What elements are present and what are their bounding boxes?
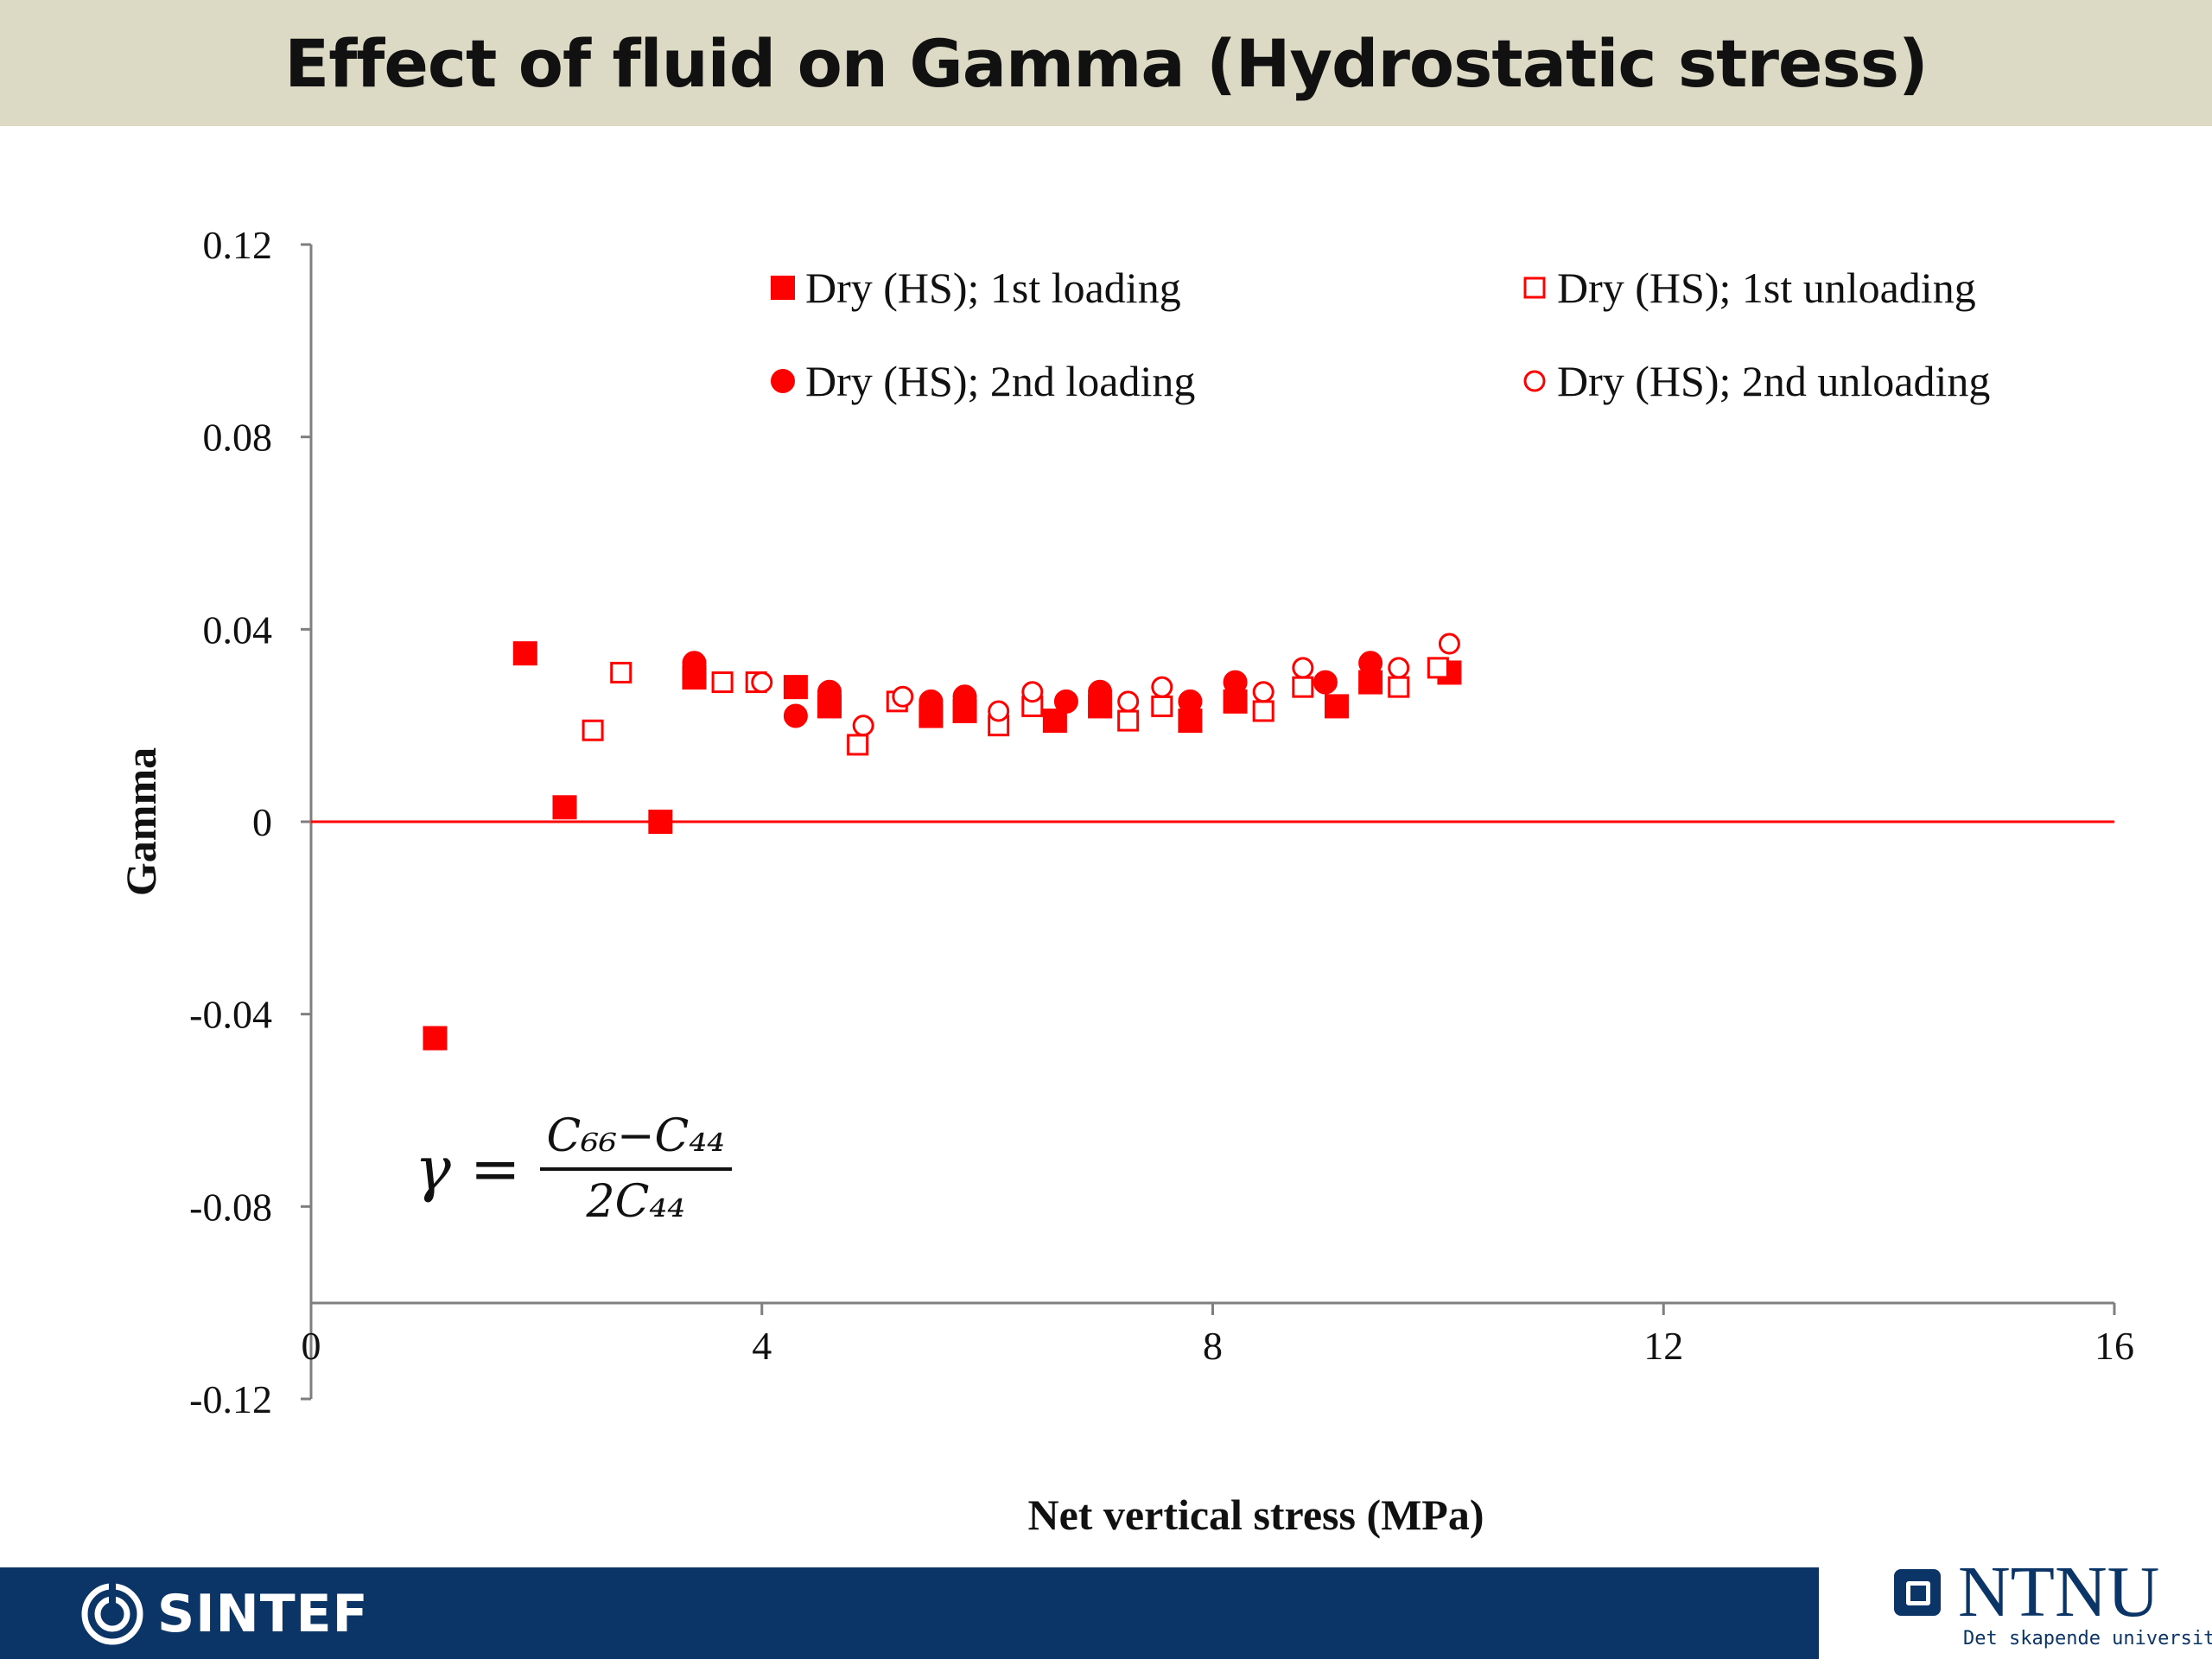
scatter-chart: 0.12 0.08 0.04 0 -0.04 -0.08 -0.12 0 4 8 12 16 Net v… [117,223,2134,1539]
data-point-series-4 [1117,690,1140,713]
legend-marker-4 [1523,370,1546,392]
sintef-logo: SINTEF [79,1581,369,1647]
x-tick-label: 0 [302,1324,321,1368]
legend-marker-3 [771,369,795,393]
data-point-series-2 [1117,709,1140,732]
data-point-series-2 [582,719,604,741]
data-point-series-4 [988,700,1010,722]
data-point-series-2 [711,671,734,694]
data-point-series-2 [1292,676,1314,698]
x-tick-label: 8 [1203,1324,1223,1368]
data-point-series-4 [1388,657,1410,679]
y-tick-label: 0.12 [203,223,273,267]
y-tick-label: 0.08 [203,416,273,460]
data-point-series-1 [552,795,577,820]
data-point-series-1 [648,810,673,834]
data-point-series-3 [918,689,944,714]
data-point-series-2 [1388,676,1410,698]
data-point-series-3 [783,703,808,728]
data-point-series-3 [1088,679,1113,704]
formula-numerator: C₆₆−C₄₄ [539,1110,733,1171]
data-point-series-4 [1252,681,1274,703]
data-point-series-3 [1358,651,1383,676]
data-point-series-4 [1292,657,1314,679]
x-axis-title: Net vertical stress (MPa) [1027,1491,1484,1539]
data-point-series-4 [892,685,914,708]
data-point-series-1 [783,675,808,700]
data-point-series-2 [1252,700,1274,722]
data-point-series-1 [423,1026,448,1051]
gamma-formula: γ = C₆₆−C₄₄ 2C₄₄ [415,1110,733,1228]
x-tick-label: 4 [752,1324,772,1368]
data-point-series-3 [952,684,977,709]
data-point-series-2 [1151,695,1173,717]
data-point-series-1 [512,641,537,666]
data-point-series-1 [1324,694,1349,719]
ntnu-wordmark: NTNU [1958,1552,2160,1632]
formula-denominator: 2C₄₄ [586,1176,686,1228]
data-point-series-3 [817,679,842,704]
legend-label-3: Dry (HS); 2nd loading [805,357,1195,405]
ntnu-logo-icon [1894,1569,1941,1616]
y-tick-label: -0.12 [189,1377,272,1421]
data-point-series-3 [1053,689,1078,714]
ntnu-tagline: Det skapende universitet [1963,1628,2212,1649]
formula-fraction: C₆₆−C₄₄ 2C₄₄ [539,1110,733,1228]
legend-label-4: Dry (HS); 2nd unloading [1557,357,1990,405]
y-tick-label: -0.08 [189,1185,272,1229]
data-point-series-4 [1151,676,1173,698]
slide-title: Effect of fluid on Gamma (Hydrostatic st… [284,24,1928,102]
data-point-series-2 [1427,657,1449,679]
data-point-series-4 [852,715,874,737]
data-point-series-4 [1021,681,1044,703]
x-tick-label: 12 [1643,1324,1683,1368]
legend-label-2: Dry (HS); 1st unloading [1557,264,1976,312]
sintef-logo-icon [81,1581,143,1645]
data-point-series-3 [682,651,707,676]
y-axis-title: Gamma [117,747,165,896]
footer-bar [0,1567,1819,1659]
legend-marker-1 [771,276,795,300]
ntnu-logo: NTNU Det skapende universitet [1894,1552,2212,1657]
title-bar: Effect of fluid on Gamma (Hydrostatic st… [0,0,2212,126]
legend-label-1: Dry (HS); 1st loading [805,264,1181,312]
y-tick-label: -0.04 [189,993,272,1037]
formula-symbol: γ [415,1134,451,1205]
data-point-series-2 [610,661,632,683]
data-point-series-3 [1178,689,1203,714]
sintef-wordmark: SINTEF [157,1584,369,1644]
data-point-series-4 [1438,632,1460,655]
data-point-series-4 [751,671,773,694]
data-point-series-2 [847,734,869,756]
y-tick-label: 0 [252,800,272,844]
data-point-series-3 [1223,670,1248,695]
legend-marker-2 [1523,276,1546,299]
y-tick-label: 0.04 [203,607,273,652]
x-tick-label: 16 [2094,1324,2134,1368]
formula-equals: = [469,1134,521,1205]
data-point-series-3 [1313,670,1338,695]
data-point-series-1 [1042,709,1067,734]
